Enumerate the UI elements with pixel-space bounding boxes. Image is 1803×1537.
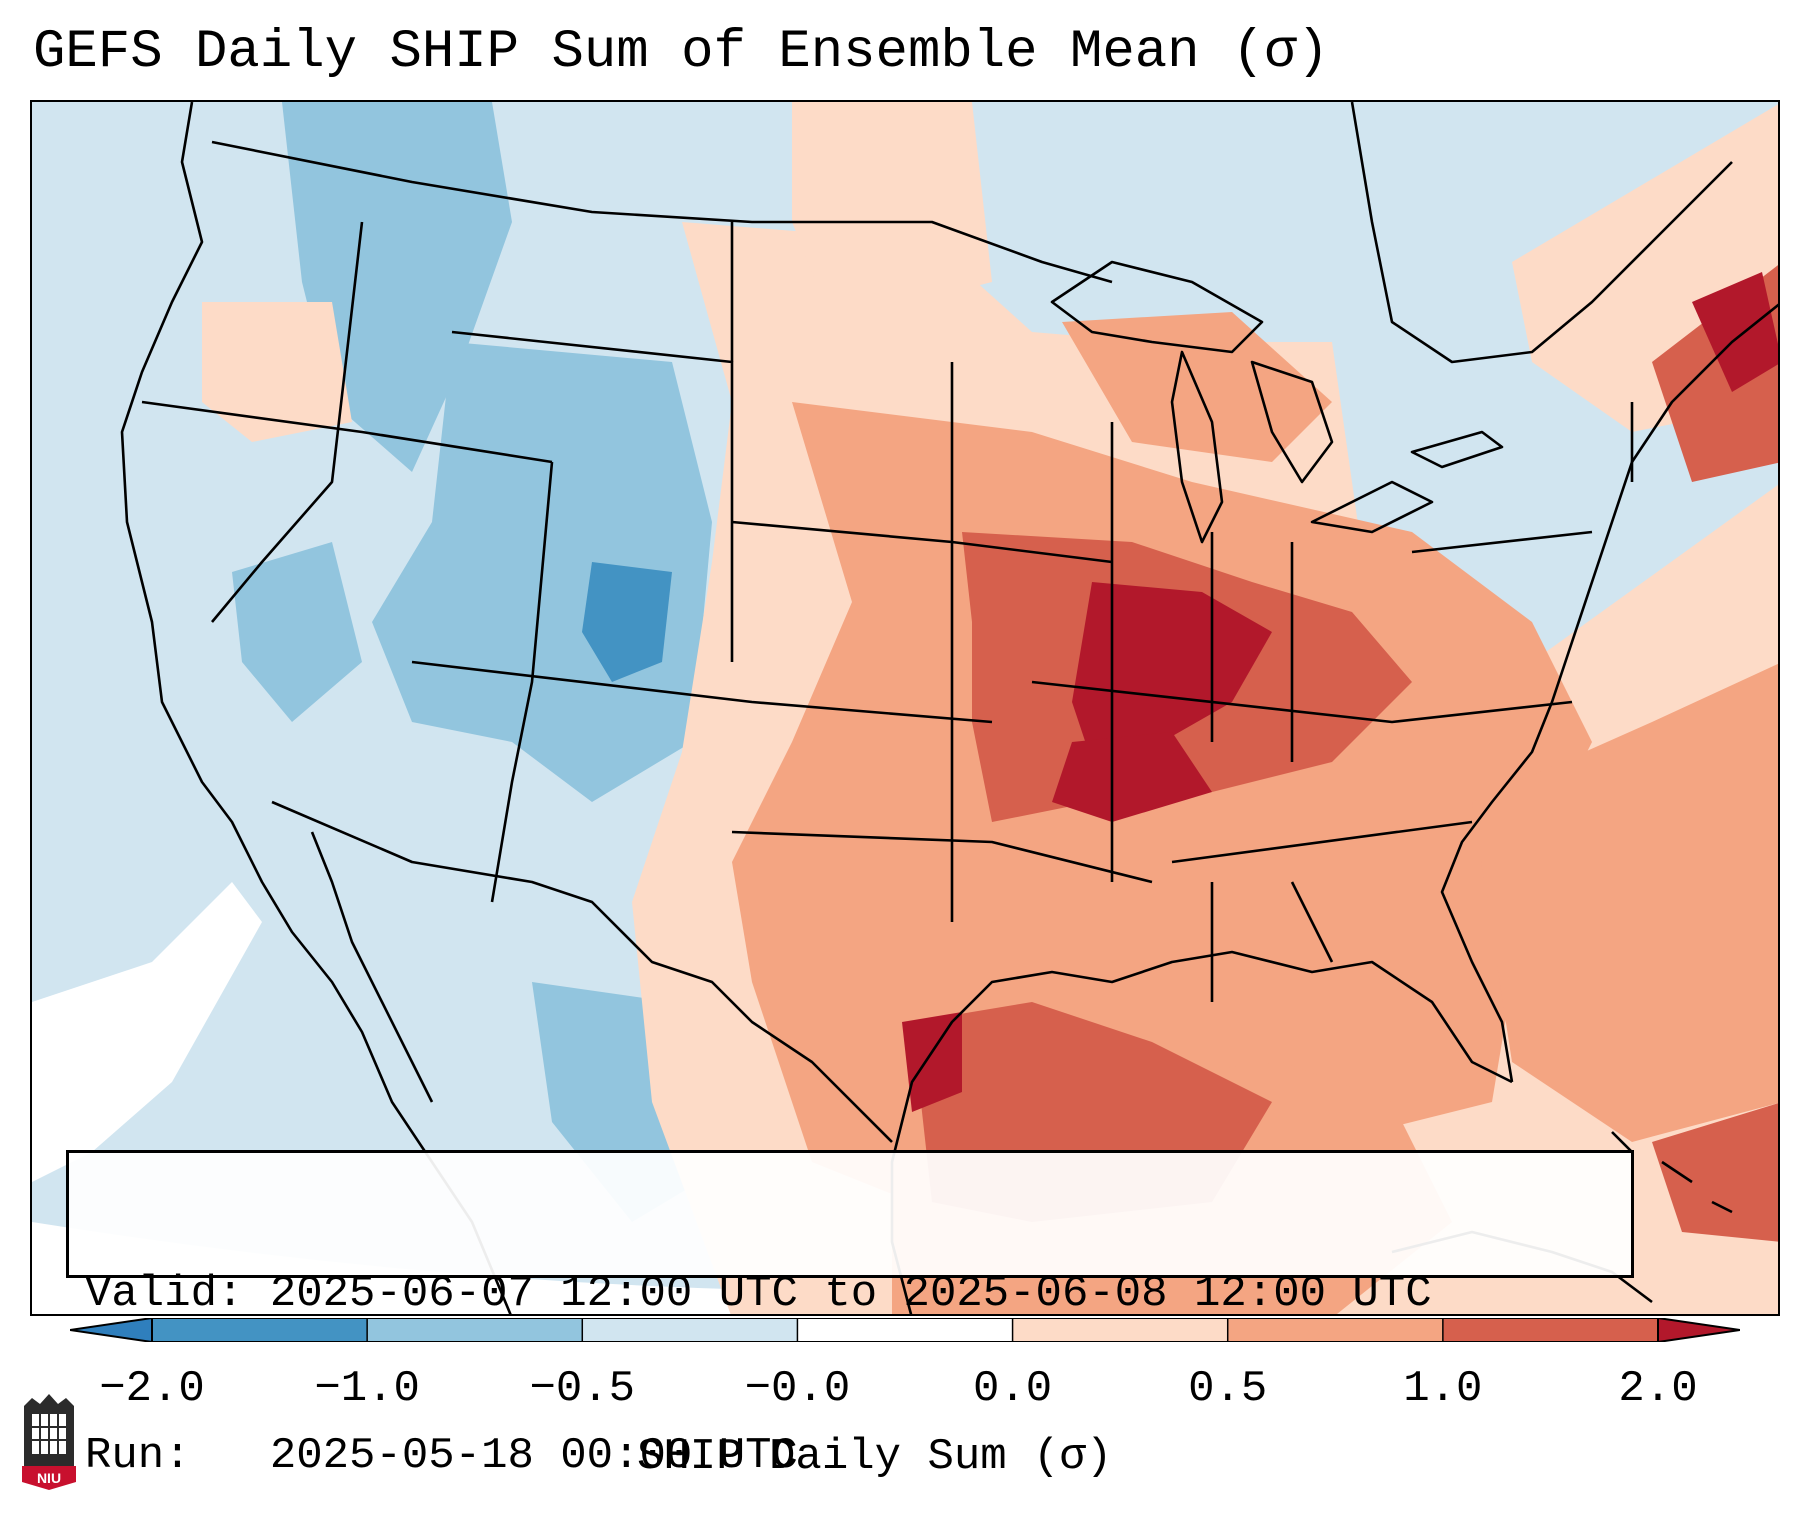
gulf-coastline (890, 950, 1513, 1314)
darkred-caribbean (1652, 1103, 1778, 1242)
lightred-north (792, 102, 992, 322)
colorbar-extend-high (1657, 1318, 1740, 1342)
colorbar (70, 1318, 1740, 1342)
state-line-17 (1411, 530, 1593, 554)
state-line-4 (211, 221, 364, 623)
baja-coastline (310, 831, 434, 1103)
bahamas (1611, 1131, 1733, 1214)
colorbar-segment (1227, 1318, 1444, 1342)
colorbar-segment (582, 1318, 798, 1342)
domain-edge-left (32, 882, 262, 1182)
niu-logo-icon: NIU (22, 1394, 76, 1490)
atlantic-coastline (1440, 303, 1778, 1083)
colorbar-label: SHIP Daily Sum (σ) (637, 1432, 1113, 1482)
tick-label: −0.5 (529, 1364, 636, 1414)
valid-run-info-box: Valid: 2025-06-07 12:00 UTC to 2025-06-0… (66, 1150, 1634, 1481)
state-line-6 (411, 660, 993, 724)
chart-title: GEFS Daily SHIP Sum of Ensemble Mean (σ) (33, 22, 1330, 83)
canada-border (211, 140, 1113, 284)
tick-label: −2.0 (99, 1364, 205, 1414)
deepred-texas (902, 1012, 962, 1112)
lightred-oregon (202, 302, 352, 442)
blue-patch-nevada (232, 542, 362, 722)
deepred-illinois-indiana (1072, 582, 1272, 762)
state-line-5 (490, 461, 554, 903)
tick-label: 0.0 (972, 1364, 1053, 1414)
state-line-11 (1031, 680, 1573, 724)
state-line-14 (1171, 820, 1473, 864)
lake-superior (1050, 260, 1264, 354)
tick-label: −1.0 (314, 1364, 420, 1414)
lake-huron (1250, 360, 1334, 484)
tick-label: 0.5 (1188, 1364, 1268, 1414)
colorbar-segment (797, 1318, 1014, 1342)
hudson-bay-shore (1350, 102, 1733, 364)
state-line-3 (141, 400, 553, 464)
map-canvas (32, 102, 1778, 1314)
lake-ontario (1410, 430, 1504, 469)
deepred-tennessee (1052, 732, 1212, 822)
map-panel (30, 100, 1780, 1316)
colorbar-segment (152, 1318, 368, 1342)
tick-label: −0.0 (744, 1364, 851, 1414)
colorbar-segment (1442, 1318, 1659, 1342)
tick-label: 1.0 (1403, 1364, 1483, 1414)
lake-erie (1310, 480, 1434, 534)
colorbar-segment (367, 1318, 583, 1342)
colorbar-extend-low (70, 1318, 153, 1342)
deepred-maine (1692, 272, 1778, 392)
valid-time-text: Valid: 2025-06-07 12:00 UTC to 2025-06-0… (85, 1269, 1432, 1319)
pacific-coastline (120, 102, 512, 1314)
lake-michigan (1170, 350, 1224, 544)
colorbar-segments (70, 1318, 1740, 1342)
run-time-text: Run: 2025-05-18 00:00 UTC (85, 1431, 798, 1481)
state-line-16 (1290, 881, 1334, 963)
medred-atlantic (1472, 663, 1778, 1142)
tick-label: 2.0 (1618, 1364, 1698, 1414)
blue-core-colorado (582, 562, 672, 682)
mexico-border (271, 800, 893, 1143)
boundaries (120, 102, 1778, 1314)
colorbar-segment (1012, 1318, 1229, 1342)
colorbar-frame (151, 1318, 1659, 1342)
state-line-9 (731, 830, 1153, 884)
logo-text: NIU (37, 1470, 61, 1486)
